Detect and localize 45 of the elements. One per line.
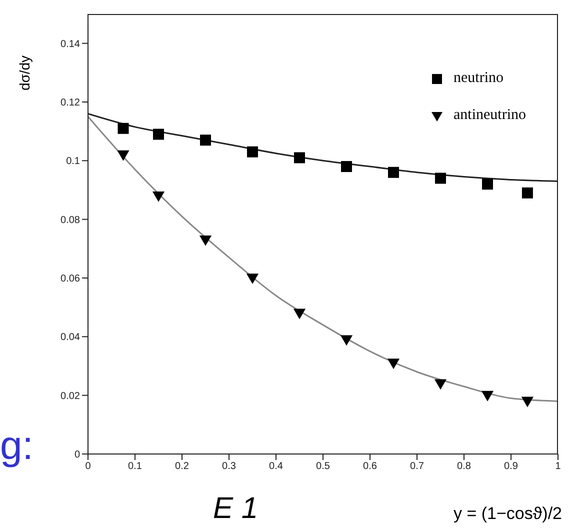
point: [117, 150, 130, 161]
y-tick-label: 0.08: [60, 214, 80, 226]
point: [341, 161, 352, 172]
point: [482, 178, 493, 190]
point: [199, 235, 212, 246]
point: [247, 146, 258, 158]
text: g:: [0, 424, 34, 468]
x-tick-label: 0.5: [316, 461, 330, 472]
x-tick-label: 0.9: [504, 461, 518, 472]
point: [435, 172, 446, 184]
point: [481, 390, 494, 402]
x-tick-label: 0.7: [410, 461, 424, 472]
y-tick-label: 0.1: [66, 156, 80, 168]
y-tick-label: 0.14: [60, 38, 80, 50]
y-tick-label: 0: [74, 450, 80, 461]
point: [388, 166, 399, 178]
y-tick-label: 0.12: [60, 98, 80, 109]
point: [434, 379, 447, 390]
x-axis-title: y = (1−cosϑ)/2: [453, 504, 562, 524]
x-tick-label: 0.3: [222, 461, 236, 472]
x-tick-label: 0.2: [175, 461, 190, 472]
point: [293, 308, 306, 320]
y-tick-label: 0.06: [60, 274, 80, 285]
x-tick-label: 0.6: [363, 461, 378, 472]
x-tick-label: 0: [85, 461, 92, 472]
x-tick-label: 0.4: [269, 461, 284, 472]
point: [153, 128, 164, 140]
text: E 1: [213, 492, 258, 525]
x-tick-label: 0.1: [128, 461, 142, 472]
x-tick-label: 1: [555, 461, 562, 472]
y-tick-label: 0.02: [60, 390, 80, 402]
x-tick-label: 0.8: [457, 461, 472, 472]
y-tick-label: 0.04: [60, 332, 80, 344]
point: [246, 274, 259, 284]
point: [152, 191, 165, 202]
legend-label: neutrino: [454, 70, 504, 87]
legend-label: antineutrino: [454, 107, 526, 124]
point: [118, 122, 129, 134]
point: [294, 152, 305, 164]
y-axis-title: dσ/dy: [17, 55, 34, 91]
point: [387, 358, 400, 370]
point: [200, 134, 211, 146]
point: [521, 396, 534, 408]
point: [340, 335, 353, 346]
point: [522, 187, 533, 198]
